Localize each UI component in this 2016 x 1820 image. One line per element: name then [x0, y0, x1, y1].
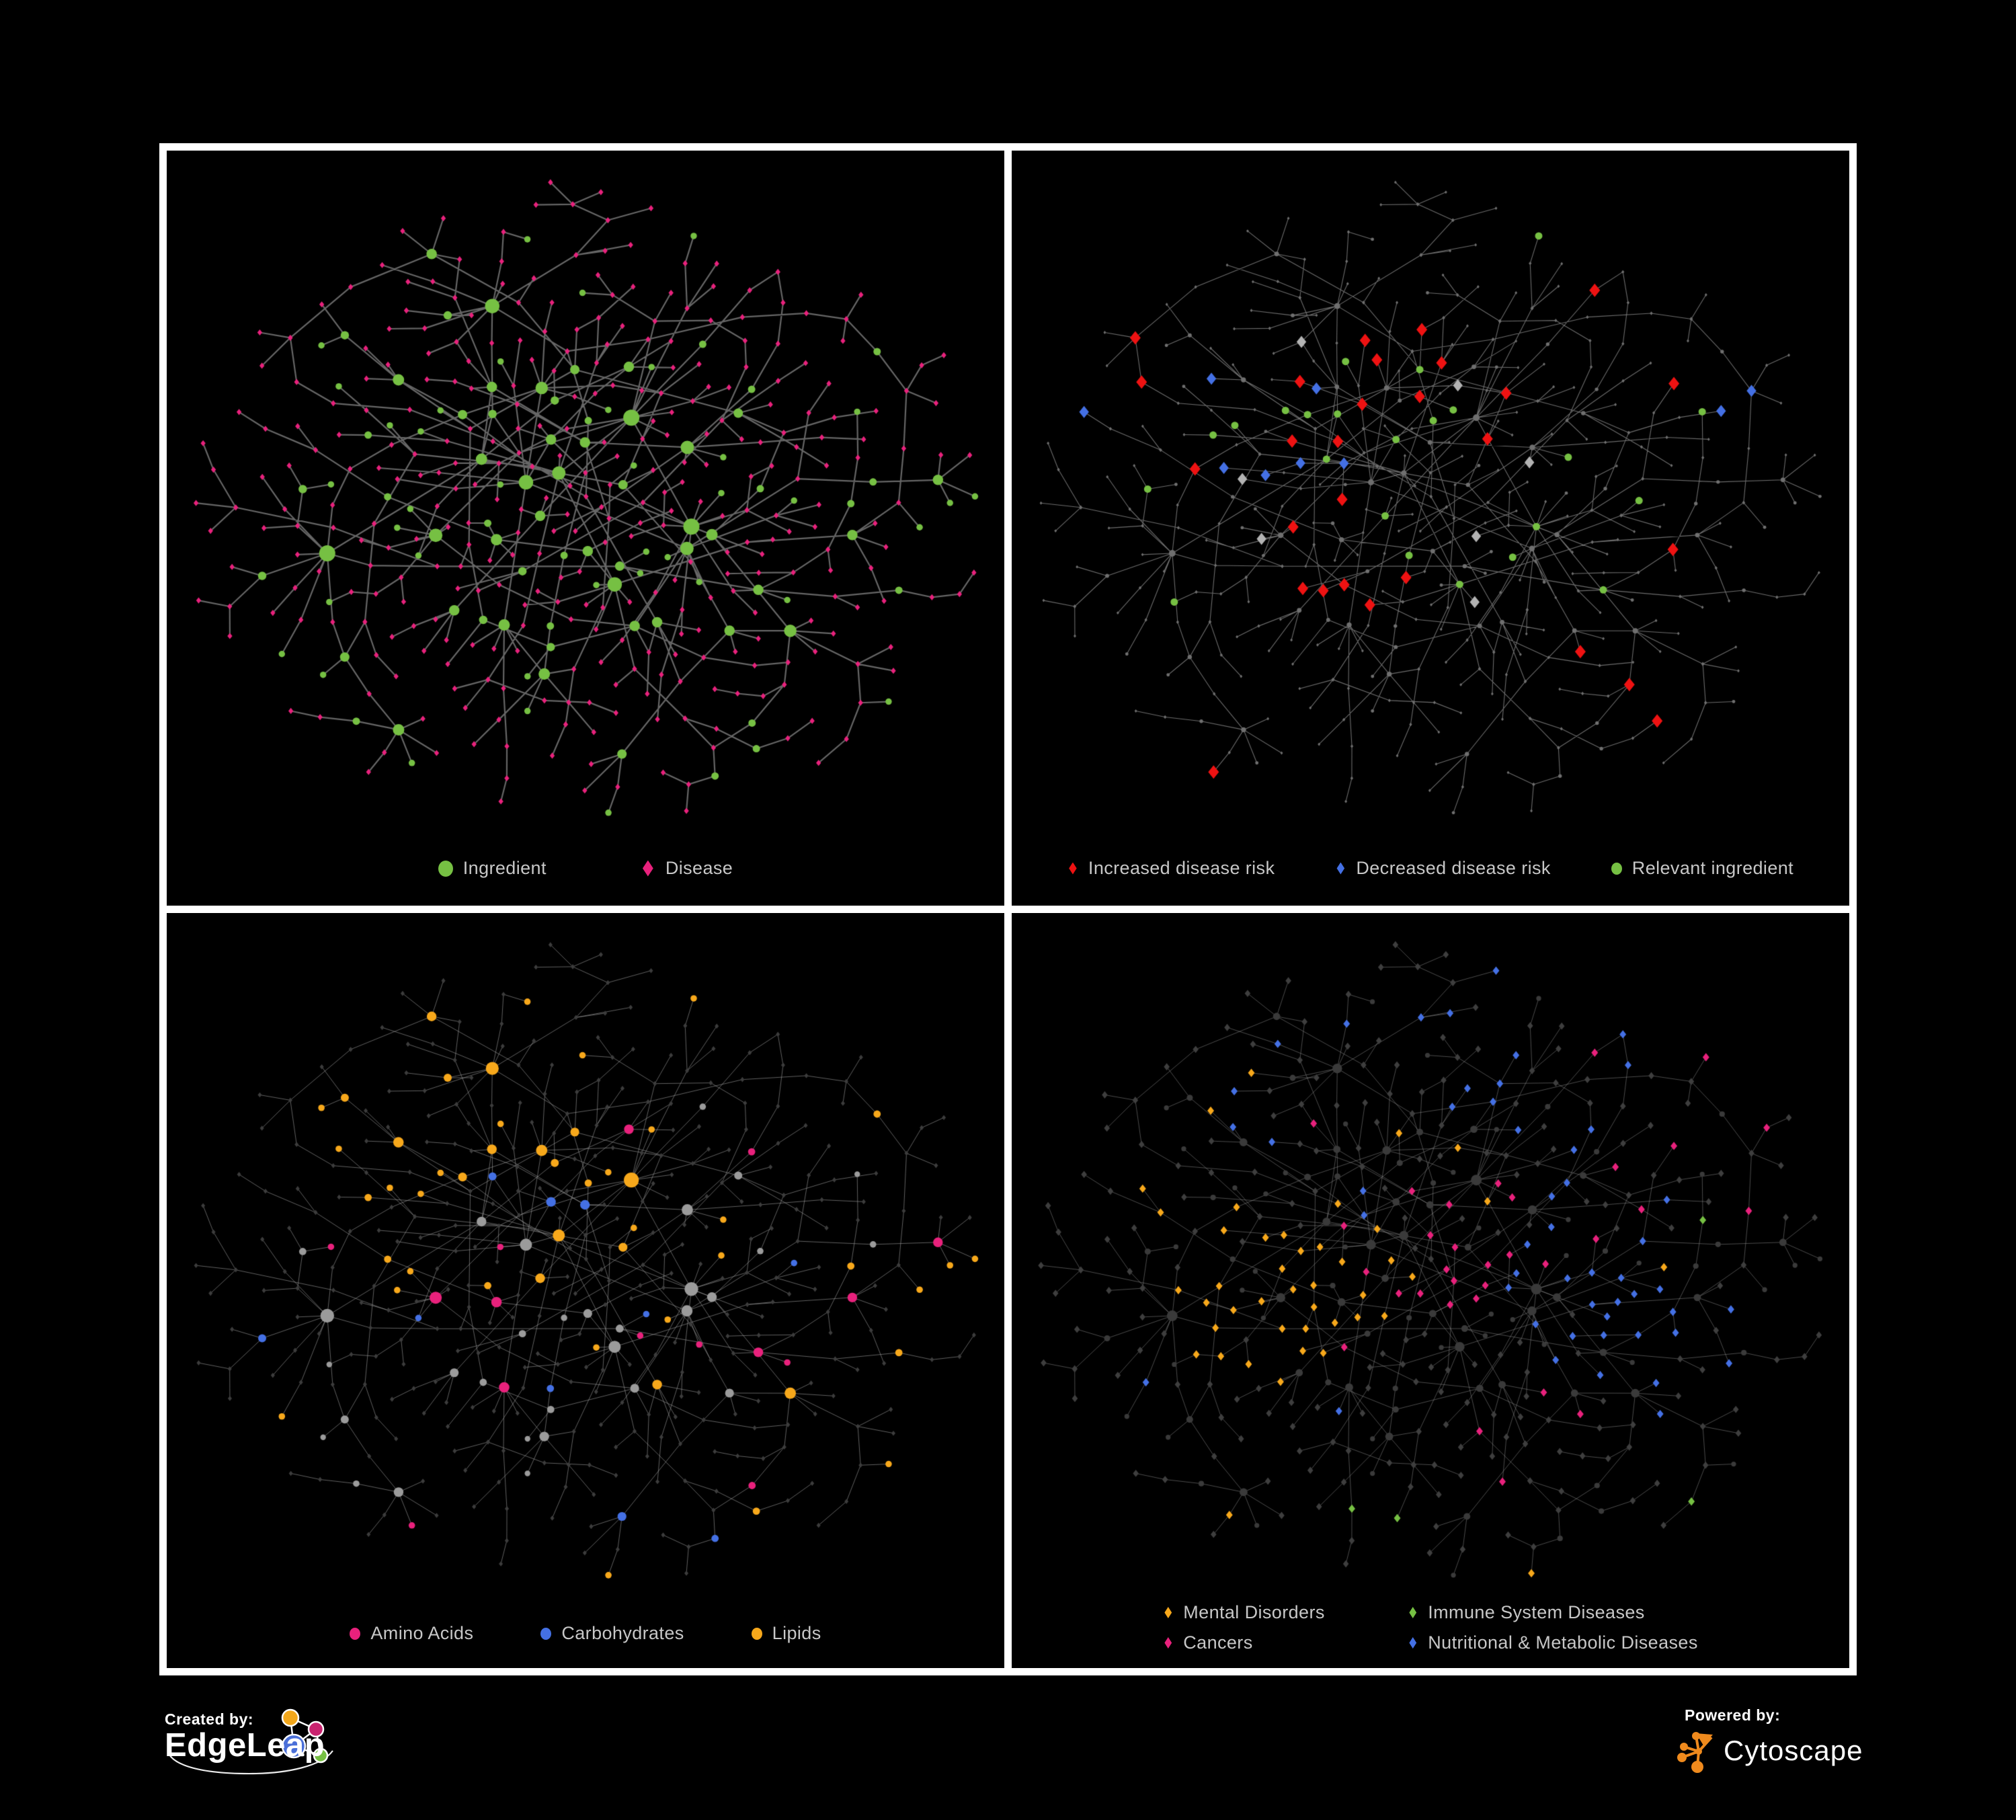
carbohydrates-circle-icon — [540, 1627, 552, 1640]
legend-label: Disease — [665, 858, 733, 878]
legend-item-immune-system-diseases: Immune System Diseases — [1408, 1602, 1697, 1623]
increased-risk-diamond-icon — [1069, 862, 1077, 875]
legend-item-nutritional-metabolic-diseases: Nutritional & Metabolic Diseases — [1408, 1632, 1697, 1653]
edgeleap-green-node-icon — [313, 1747, 329, 1764]
legend-label: Immune System Diseases — [1428, 1602, 1645, 1622]
decreased-risk-diamond-icon — [1336, 862, 1345, 875]
legend-item-cancers: Cancers — [1163, 1632, 1408, 1653]
panel-ingredient-disease: Ingredient Disease — [167, 151, 1004, 906]
nutrient-class-network-canvas — [167, 913, 1004, 1668]
nutrient-class-legend: Amino Acids Carbohydrates Lipids — [167, 1623, 1004, 1644]
cytoscape-brand-text: Cytoscape — [1724, 1735, 1863, 1766]
edgeleap-brand-text: EdgeLeap — [165, 1727, 325, 1764]
created-by-block: Created by: EdgeLeap — [157, 1702, 358, 1790]
legend-item-mental-disorders: Mental Disorders — [1163, 1602, 1408, 1623]
legend-item-disease: Disease — [641, 858, 733, 879]
powered-by-block: Powered by: Cytoscape — [1675, 1706, 1958, 1780]
legend-item-carbohydrates: Carbohydrates — [540, 1623, 684, 1644]
amino-acids-circle-icon — [350, 1627, 361, 1640]
legend-label: Cancers — [1183, 1632, 1253, 1653]
mental-disorders-diamond-icon — [1164, 1607, 1172, 1618]
ingredient-disease-network-canvas — [167, 151, 1004, 906]
panel-nutrient-classes: Amino Acids Carbohydrates Lipids — [167, 913, 1004, 1668]
nutritional-metabolic-diseases-diamond-icon — [1409, 1637, 1417, 1649]
relevant-ingredient-circle-icon — [1611, 862, 1622, 875]
legend-item-ingredient: Ingredient — [438, 858, 547, 879]
edgeleap-blue-node-icon — [281, 1733, 307, 1759]
created-by-label: Created by: — [165, 1710, 254, 1728]
panel-grid: Ingredient Disease Increased disease ris… — [159, 143, 1857, 1675]
legend-label: Mental Disorders — [1183, 1602, 1325, 1622]
legend-label: Ingredient — [462, 858, 547, 878]
legend-item-relevant-ingredient: Relevant ingredient — [1611, 858, 1793, 879]
legend-item-lipids: Lipids — [751, 1623, 821, 1644]
legend-label: Increased disease risk — [1088, 858, 1275, 878]
legend-label: Relevant ingredient — [1631, 858, 1794, 878]
legend-label: Amino Acids — [370, 1623, 474, 1643]
disease-class-network-canvas — [1012, 913, 1849, 1668]
ingredient-circle-icon — [438, 860, 453, 877]
panel-disease-risk: Increased disease risk Decreased disease… — [1012, 151, 1849, 906]
cancers-diamond-icon — [1164, 1637, 1172, 1649]
disease-diamond-icon — [642, 860, 653, 877]
disease-risk-network-canvas — [1012, 151, 1849, 906]
legend-item-decreased-risk: Decreased disease risk — [1335, 858, 1550, 879]
legend-label: Lipids — [772, 1623, 821, 1643]
legend-label: Decreased disease risk — [1356, 858, 1551, 878]
legend-label: Carbohydrates — [561, 1623, 684, 1643]
disease-risk-legend: Increased disease risk Decreased disease… — [1012, 858, 1849, 879]
legend-item-increased-risk: Increased disease risk — [1067, 858, 1275, 879]
lipids-circle-icon — [751, 1627, 762, 1640]
edgeleap-logo — [167, 1708, 333, 1775]
legend-item-amino-acids: Amino Acids — [350, 1623, 473, 1644]
panel-disease-classes: Mental Disorders Immune System Diseases … — [1012, 913, 1849, 1668]
edgeleap-swoosh — [167, 1743, 333, 1775]
edgeleap-magenta-node-icon — [307, 1720, 325, 1738]
immune-system-diseases-diamond-icon — [1409, 1607, 1417, 1618]
disease-class-legend: Mental Disorders Immune System Diseases … — [1163, 1602, 1697, 1653]
legend-label: Nutritional & Metabolic Diseases — [1428, 1632, 1698, 1653]
edgeleap-orange-node-icon — [281, 1708, 300, 1727]
cytoscape-logo-icon — [1677, 1732, 1713, 1773]
ingredient-disease-legend: Ingredient Disease — [167, 858, 1004, 879]
powered-by-label: Powered by: — [1685, 1706, 1781, 1724]
